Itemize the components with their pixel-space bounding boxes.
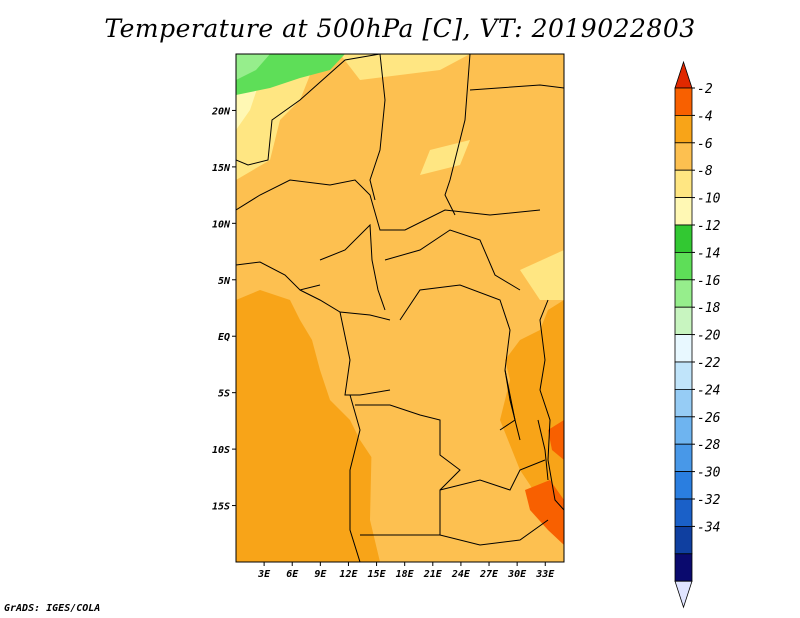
border-north-3 [469, 84, 564, 91]
border-car [384, 229, 521, 291]
longitude-ticks: 3E 6E 9E 12E 15E 18E 21E 24E 27E 30E 33E [257, 562, 555, 580]
colorbar-bin [674, 498, 693, 527]
colorbar-bin [674, 197, 693, 226]
colorbar-label: -26 [697, 411, 721, 426]
colorbar-bin [674, 87, 693, 116]
colorbar-bin [674, 251, 693, 281]
colorbar-bin [674, 443, 693, 473]
colorbar-bin [674, 142, 693, 171]
border-congo [339, 311, 391, 396]
temperature-field [236, 54, 564, 562]
colorbar-bin [674, 306, 693, 336]
border-sahel [236, 179, 541, 231]
colorbar-bin [674, 334, 693, 363]
lon-tick-label: 21E [423, 569, 443, 580]
lat-tick-label: 15N [212, 163, 231, 174]
colorbar-label: -16 [697, 274, 721, 289]
colorbar-label: -32 [697, 493, 721, 508]
page-title: Temperature at 500hPa [C], VT: 201902280… [104, 14, 696, 43]
colorbar-bin [674, 361, 693, 390]
colorbar-bottom-arrow [674, 580, 693, 609]
lon-tick-label: 12E [339, 569, 358, 580]
lon-tick-label: 15E [368, 569, 387, 580]
colorbar-bin [674, 553, 693, 582]
border-east [539, 299, 564, 511]
lat-tick-label: 20N [211, 106, 231, 117]
colorbar-label: -20 [697, 329, 721, 344]
latitude-ticks: 20N 15N 10N 5N EQ 5S 10S 15S [211, 106, 236, 513]
colorbar-top-arrow [674, 60, 693, 89]
colorbar-label: -6 [697, 137, 713, 152]
colorbar-label: -2 [697, 82, 713, 97]
colorbar-label: -8 [697, 164, 713, 179]
field-land-band [236, 54, 564, 562]
lon-tick-label: 33E [535, 569, 555, 580]
field-warm-1 [548, 420, 564, 460]
colorbar-bin [674, 169, 693, 198]
lat-tick-label: 10N [212, 219, 231, 230]
field-light-green [236, 54, 270, 80]
lon-tick-label: 9E [314, 569, 327, 580]
border-north-2 [444, 54, 471, 216]
border-north-1 [369, 54, 386, 201]
border-angola [349, 394, 361, 562]
colorbar-label: -12 [697, 219, 721, 234]
lat-tick-label: 5S [218, 389, 230, 400]
border-south [360, 519, 549, 546]
colorbar-bin [674, 416, 693, 445]
lake-malawi [537, 419, 549, 481]
lon-tick-label: 18E [396, 569, 415, 580]
colorbar-label: -30 [697, 466, 721, 481]
lon-tick-label: 30E [507, 569, 527, 580]
lon-tick-label: 27E [479, 569, 499, 580]
colorbar-bin [674, 388, 693, 418]
colorbar-bin [674, 115, 693, 144]
lon-tick-label: 6E [286, 569, 299, 580]
border-zambia [439, 459, 546, 491]
colorbar-bin [674, 279, 693, 308]
lat-tick-label: 15S [212, 502, 230, 513]
colorbar-bin [674, 526, 693, 555]
colorbar: -2 -4 -6 -8 -10 -12 -14 -16 -18 -20 -22 -24 -26 -28 -3… [674, 60, 721, 609]
lat-tick-label: EQ [218, 332, 230, 343]
colorbar-label: -34 [697, 520, 720, 535]
lake-tanganyika [504, 369, 521, 441]
colorbar-label: -28 [697, 438, 721, 453]
colorbar-label: -4 [697, 109, 713, 124]
field-green [236, 54, 345, 95]
border-nigeria [319, 223, 386, 311]
border-westafrica [236, 261, 321, 291]
field-cool-streak-4 [520, 250, 564, 300]
colorbar-bin [674, 224, 693, 253]
coastline-west [236, 54, 381, 166]
map-frame [235, 53, 565, 563]
colorbar-bin [674, 471, 693, 500]
colorbar-label: -14 [697, 246, 720, 261]
lon-tick-label: 3E [257, 569, 271, 580]
border-angola-2 [355, 404, 461, 535]
lat-tick-label: 10S [212, 445, 230, 456]
colorbar-label: -22 [697, 356, 721, 371]
field-cool-streak-3 [340, 54, 470, 80]
grads-credit: GrADS: IGES/COLA [4, 603, 101, 614]
colorbar-label: -18 [697, 301, 721, 316]
country-borders [236, 54, 564, 562]
colorbar-label: -10 [697, 192, 721, 207]
lon-tick-label: 24E [451, 569, 471, 580]
field-south-band [370, 430, 480, 562]
colorbar-label: -24 [697, 383, 720, 398]
lat-tick-label: 5N [218, 276, 231, 287]
